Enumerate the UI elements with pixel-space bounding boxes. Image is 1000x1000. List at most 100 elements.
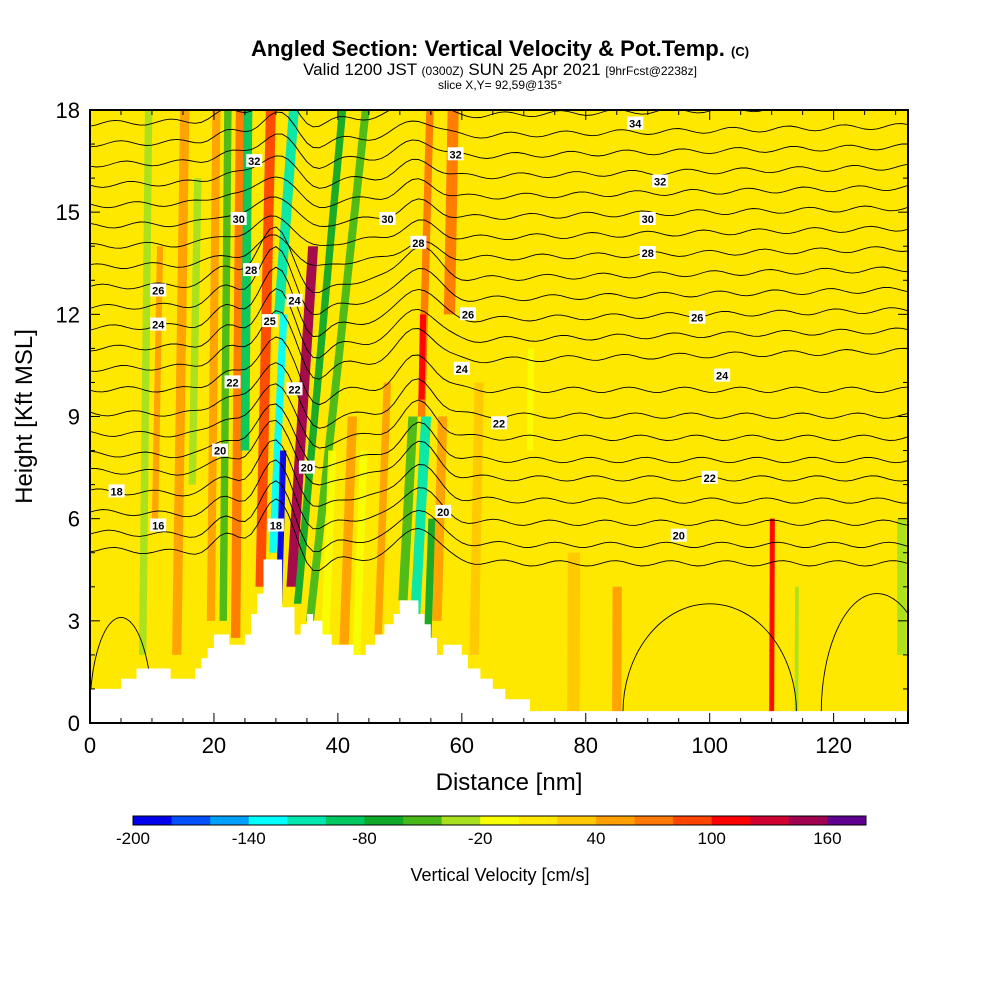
- isentrope-line: [90, 111, 908, 149]
- colorbar-swatch: [133, 816, 173, 825]
- contour-label-bg: [639, 212, 656, 225]
- contour-label-bg: [670, 528, 687, 542]
- colorbar-swatch: [325, 816, 365, 825]
- contour-label: 20: [298, 460, 315, 475]
- contour-label: 30: [230, 212, 247, 226]
- y-axis-title: Height [Kft MSL]: [11, 329, 38, 504]
- contour-label-text: 18: [110, 486, 122, 498]
- isentrope-line: [90, 110, 817, 128]
- velocity-band: [612, 586, 622, 713]
- colorbar-swatch: [287, 816, 327, 825]
- contour-label-text: 20: [214, 446, 226, 458]
- isentrope-line: [90, 336, 908, 406]
- contour-label-bg: [460, 307, 476, 321]
- contour-label: 26: [460, 307, 476, 321]
- contour-label-bg: [212, 443, 229, 457]
- velocity-band: [443, 110, 459, 315]
- contour-label: 32: [652, 174, 669, 189]
- velocity-band: [398, 416, 418, 601]
- velocity-band: [506, 314, 520, 689]
- contour-label: 26: [689, 310, 706, 325]
- contour-label-bg: [246, 154, 263, 168]
- contour-label: 30: [379, 212, 396, 226]
- contour-label: 24: [286, 293, 303, 308]
- contour-label-bg: [150, 518, 167, 532]
- contour-label-text: 25: [264, 316, 276, 328]
- contour-label-text: 34: [629, 119, 642, 131]
- velocity-band: [274, 110, 299, 315]
- velocity-band: [769, 518, 775, 713]
- contour-label-text: 18: [270, 521, 282, 533]
- valid-date: SUN 25 Apr 2021: [468, 60, 601, 79]
- contour-label: 22: [491, 416, 507, 430]
- contour-label-text: 32: [449, 149, 461, 161]
- contour-label-text: 30: [233, 214, 245, 226]
- isentrope-line: [90, 419, 908, 486]
- contour-label: 24: [714, 368, 731, 383]
- contour-label: 24: [150, 317, 167, 332]
- colorbar-tick-label: 160: [813, 829, 841, 848]
- contour-label-bg: [230, 212, 247, 225]
- velocity-band: [469, 382, 484, 655]
- x-axis-title: Distance [nm]: [436, 769, 583, 796]
- contour-label-bg: [379, 212, 396, 225]
- contour-label: 28: [639, 246, 656, 260]
- x-tick-label: 60: [450, 733, 474, 758]
- velocity-band: [138, 110, 153, 655]
- velocity-band: [230, 110, 246, 638]
- y-tick-label: 3: [68, 609, 80, 634]
- velocity-band: [286, 246, 319, 587]
- velocity-band: [418, 314, 427, 400]
- chart-title: Angled Section: Vertical Velocity & Pot.…: [0, 36, 1000, 62]
- velocity-band: [794, 586, 799, 713]
- colorbar-tick-label: -20: [468, 829, 493, 848]
- y-tick-label: 6: [68, 507, 80, 532]
- isentrope-line: [90, 234, 908, 269]
- contour-label-text: 24: [152, 320, 165, 332]
- velocity-band: [352, 450, 368, 655]
- contour-label-bg: [150, 317, 167, 331]
- contour-label-text: 24: [716, 371, 729, 383]
- contour-label: 22: [701, 470, 718, 485]
- velocity-band: [151, 246, 164, 519]
- velocity-band: [269, 314, 288, 553]
- colorbar-tick-label: -140: [232, 829, 266, 848]
- y-tick-label: 9: [68, 405, 80, 430]
- terrain-profile: [90, 559, 908, 723]
- contour-label-text: 16: [152, 521, 164, 533]
- contour-label-bg: [639, 246, 656, 259]
- colorbar-border: [132, 815, 867, 826]
- contour-label-bg: [224, 375, 241, 389]
- isentrope-line: [90, 383, 908, 449]
- isentrope-line: [90, 215, 908, 249]
- isentrope-line: [90, 403, 908, 469]
- contour-label-bg: [298, 460, 315, 474]
- contour-label: 24: [453, 361, 470, 376]
- isentrope-line: [90, 480, 908, 553]
- contour-label-text: 20: [673, 531, 685, 543]
- velocity-band: [219, 110, 232, 621]
- colorbar-swatch: [248, 816, 288, 825]
- forecast-info: [9hrFcst@2238z]: [605, 64, 697, 78]
- x-tick-label: 80: [574, 733, 598, 758]
- contour-label-bg: [410, 235, 427, 249]
- y-tick-label: 18: [56, 98, 80, 123]
- isentrope-line: [90, 439, 908, 507]
- x-tick-label: 100: [691, 733, 728, 758]
- contour-label: 20: [212, 443, 229, 458]
- contour-label: 22: [286, 382, 303, 396]
- velocity-band: [240, 110, 253, 451]
- colorbar-swatch: [210, 816, 250, 825]
- contour-label-bg: [261, 314, 278, 328]
- colorbar-swatch: [557, 816, 597, 825]
- isentrope-line: [90, 498, 908, 571]
- velocity-field: [138, 110, 907, 713]
- contour-label: 32: [246, 154, 263, 168]
- isentrope-line: [90, 155, 908, 189]
- contour-label-bg: [267, 518, 284, 532]
- contour-label-bg: [447, 147, 464, 161]
- contour-label: 25: [261, 314, 278, 328]
- contour-label-text: 26: [691, 313, 703, 325]
- contour-label: 26: [150, 283, 167, 298]
- colorbar-tick-label: 100: [697, 829, 725, 848]
